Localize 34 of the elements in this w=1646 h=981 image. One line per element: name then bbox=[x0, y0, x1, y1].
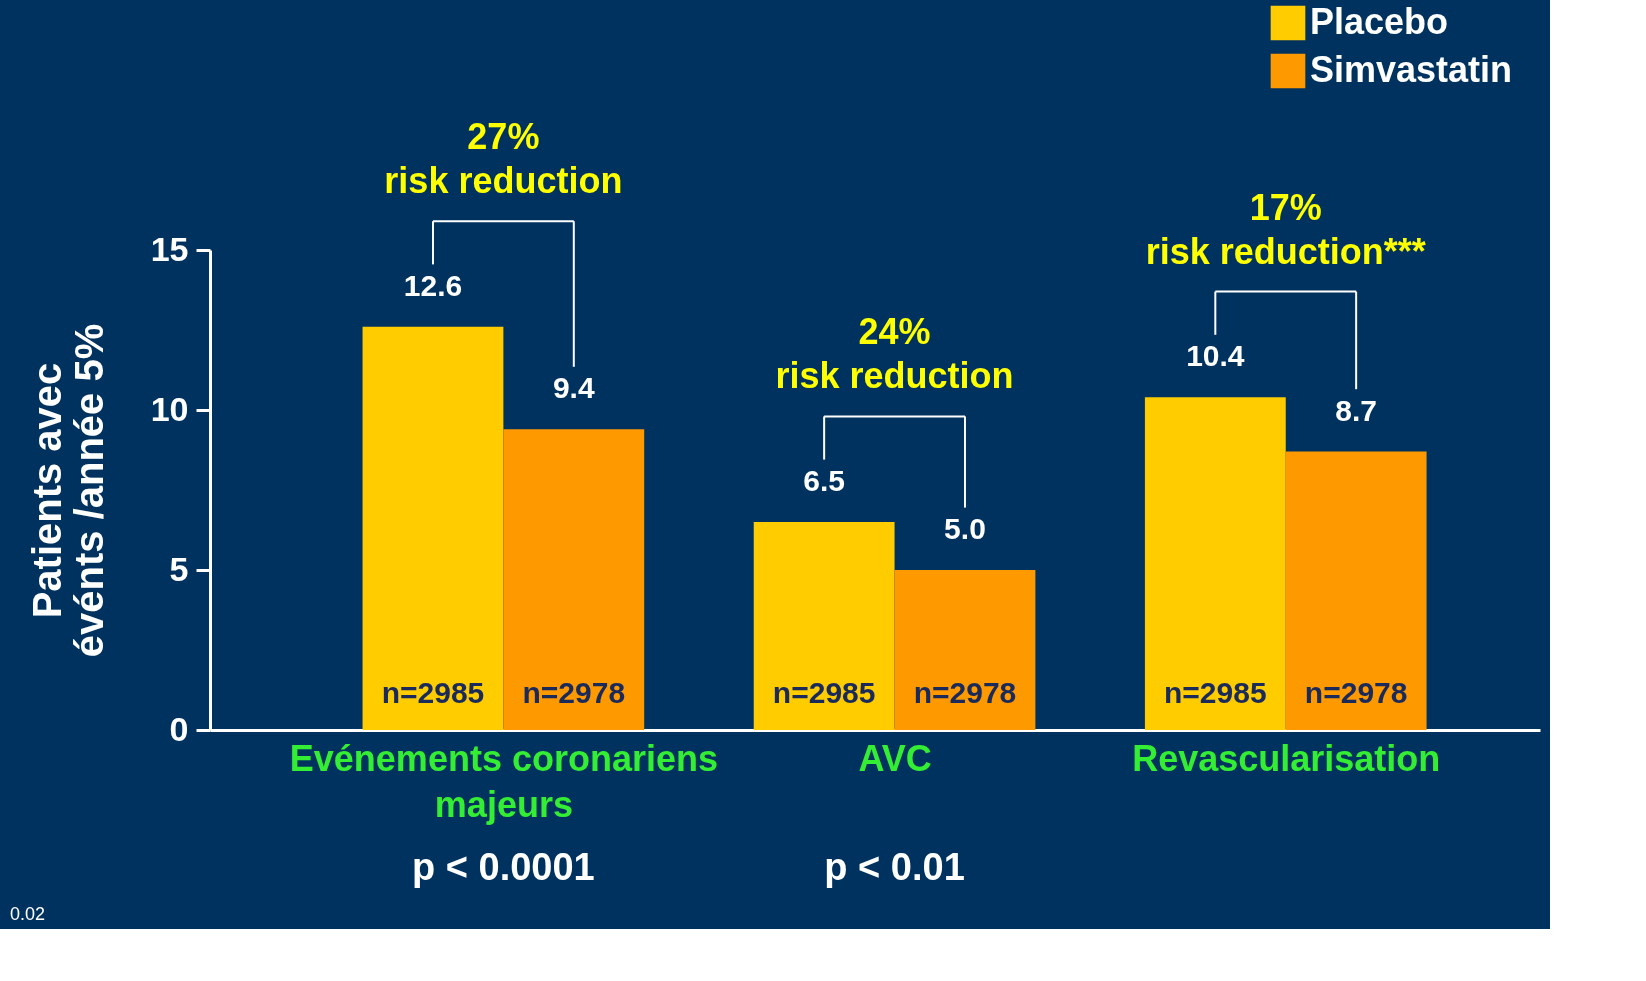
data-label: 8.7 bbox=[1335, 393, 1378, 427]
annotation: n=2978 bbox=[522, 676, 626, 709]
bar bbox=[894, 570, 1036, 730]
data-label: 6.5 bbox=[803, 464, 846, 497]
annotation: n=2978 bbox=[1304, 676, 1408, 709]
annotation: n=2985 bbox=[772, 676, 876, 709]
text: p < 0.01 bbox=[824, 846, 965, 888]
y-axis-title: Patients avec événts /année 5% bbox=[24, 323, 111, 658]
annotation: n=2985 bbox=[381, 676, 485, 709]
annotation: n=2978 bbox=[913, 676, 1017, 709]
text: p < 0.0001 bbox=[412, 846, 595, 888]
x-tick-label: Evénements coronariens majeurs bbox=[289, 737, 718, 825]
bar bbox=[753, 522, 895, 730]
data-label: 12.6 bbox=[403, 268, 463, 302]
legend-label: Simvastatin bbox=[1310, 49, 1513, 90]
bar bbox=[1285, 451, 1427, 730]
x-tick-label: Revascularisation bbox=[1132, 737, 1441, 779]
data-label: 10.4 bbox=[1186, 339, 1245, 373]
x-tick-label: AVC bbox=[858, 737, 932, 779]
bar bbox=[503, 429, 645, 730]
y-tick-label: 5 bbox=[169, 549, 189, 588]
annotation: n=2985 bbox=[1164, 676, 1267, 709]
bar bbox=[362, 326, 504, 730]
bar bbox=[1144, 397, 1286, 730]
annotation: 17% risk reduction*** bbox=[1145, 186, 1426, 272]
text: 27% risk reduction bbox=[384, 116, 623, 202]
data-label: 9.4 bbox=[552, 371, 595, 405]
text: 0.02 bbox=[10, 904, 46, 924]
annotation: 24% risk reduction bbox=[775, 311, 1014, 397]
y-tick-label: 0 bbox=[169, 709, 189, 748]
data-label: 5.0 bbox=[944, 512, 986, 545]
y-tick-label: 15 bbox=[150, 229, 189, 268]
y-tick-label: 10 bbox=[150, 389, 189, 428]
legend-label: Placebo bbox=[1310, 1, 1449, 42]
